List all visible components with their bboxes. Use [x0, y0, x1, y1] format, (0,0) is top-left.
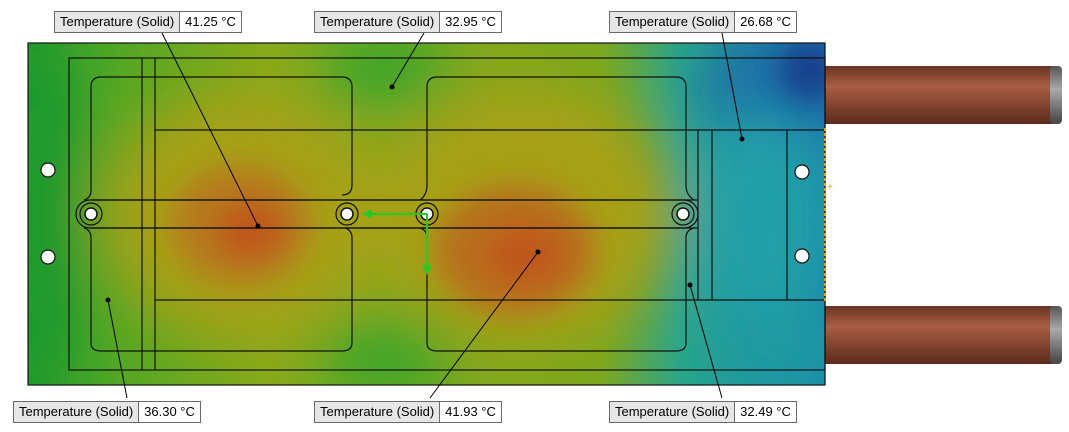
copper-pipe-top [825, 66, 1062, 124]
probe-value: 32.49 °C [735, 401, 797, 423]
probe-name: Temperature (Solid) [609, 401, 736, 423]
probe-value: 32.95 °C [440, 11, 502, 33]
copper-pipe-bottom [825, 306, 1062, 364]
probe-value: 26.68 °C [735, 11, 797, 33]
mounting-holes [40, 162, 810, 265]
probe-label-top-left[interactable]: Temperature (Solid) 41.25 °C [54, 11, 242, 33]
probe-name: Temperature (Solid) [13, 401, 140, 423]
probe-points [105, 84, 745, 303]
probe-label-top-right[interactable]: Temperature (Solid) 26.68 °C [609, 11, 797, 33]
probe-name: Temperature (Solid) [314, 401, 441, 423]
probe-name: Temperature (Solid) [54, 11, 181, 33]
svg-text:+: + [827, 182, 833, 193]
probe-value: 41.93 °C [440, 401, 502, 423]
probe-label-bottom-left[interactable]: Temperature (Solid) 36.30 °C [13, 401, 201, 423]
probe-label-top-center[interactable]: Temperature (Solid) 32.95 °C [314, 11, 502, 33]
probe-leaders [107, 32, 743, 399]
probe-value: 36.30 °C [139, 401, 201, 423]
probe-label-bottom-center[interactable]: Temperature (Solid) 41.93 °C [314, 401, 502, 423]
probe-value: 41.25 °C [180, 11, 242, 33]
coordinate-triad-icon[interactable] [362, 209, 432, 275]
probe-name: Temperature (Solid) [314, 11, 441, 33]
probe-name: Temperature (Solid) [609, 11, 736, 33]
probe-label-bottom-right[interactable]: Temperature (Solid) 32.49 °C [609, 401, 797, 423]
